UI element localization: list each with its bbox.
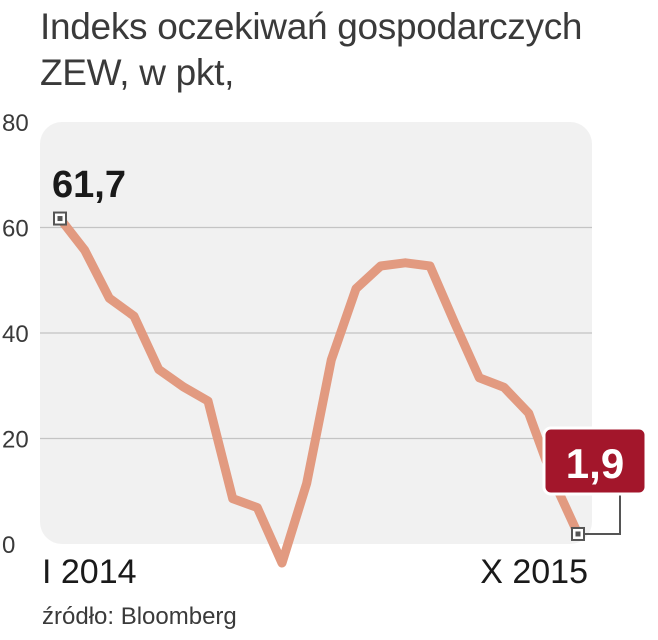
x-tick-label: I 2014 xyxy=(42,553,137,591)
series-group xyxy=(55,214,583,568)
data-label-last: 1,9 xyxy=(566,440,624,487)
leader-line xyxy=(584,492,621,535)
series-line xyxy=(55,214,583,568)
y-tick-label: 60 xyxy=(2,216,29,243)
source-note: źródło: Bloomberg xyxy=(42,603,237,630)
y-tick-label: 20 xyxy=(2,427,29,454)
x-axis-ticks: I 2014 X 2015 xyxy=(42,553,588,591)
data-label-first: 61,7 xyxy=(52,164,126,206)
y-tick-label: 0 xyxy=(2,532,15,559)
y-tick-label: 40 xyxy=(2,321,29,348)
data-point-last-dot xyxy=(575,531,581,537)
y-tick-label: 80 xyxy=(2,110,29,137)
x-tick-label: X 2015 xyxy=(480,553,588,591)
line-chart: 0 20 40 60 80 I 2014 X 2015 61,7 1,9 xyxy=(2,110,648,591)
annotations: 61,7 1,9 xyxy=(52,164,648,541)
data-label-last-badge xyxy=(542,426,648,496)
y-axis-ticks: 0 20 40 60 80 xyxy=(2,110,29,559)
data-point-first-dot xyxy=(57,216,63,222)
chart-title: Indeks oczekiwań gospodarczych ZEW, w pk… xyxy=(40,6,583,93)
